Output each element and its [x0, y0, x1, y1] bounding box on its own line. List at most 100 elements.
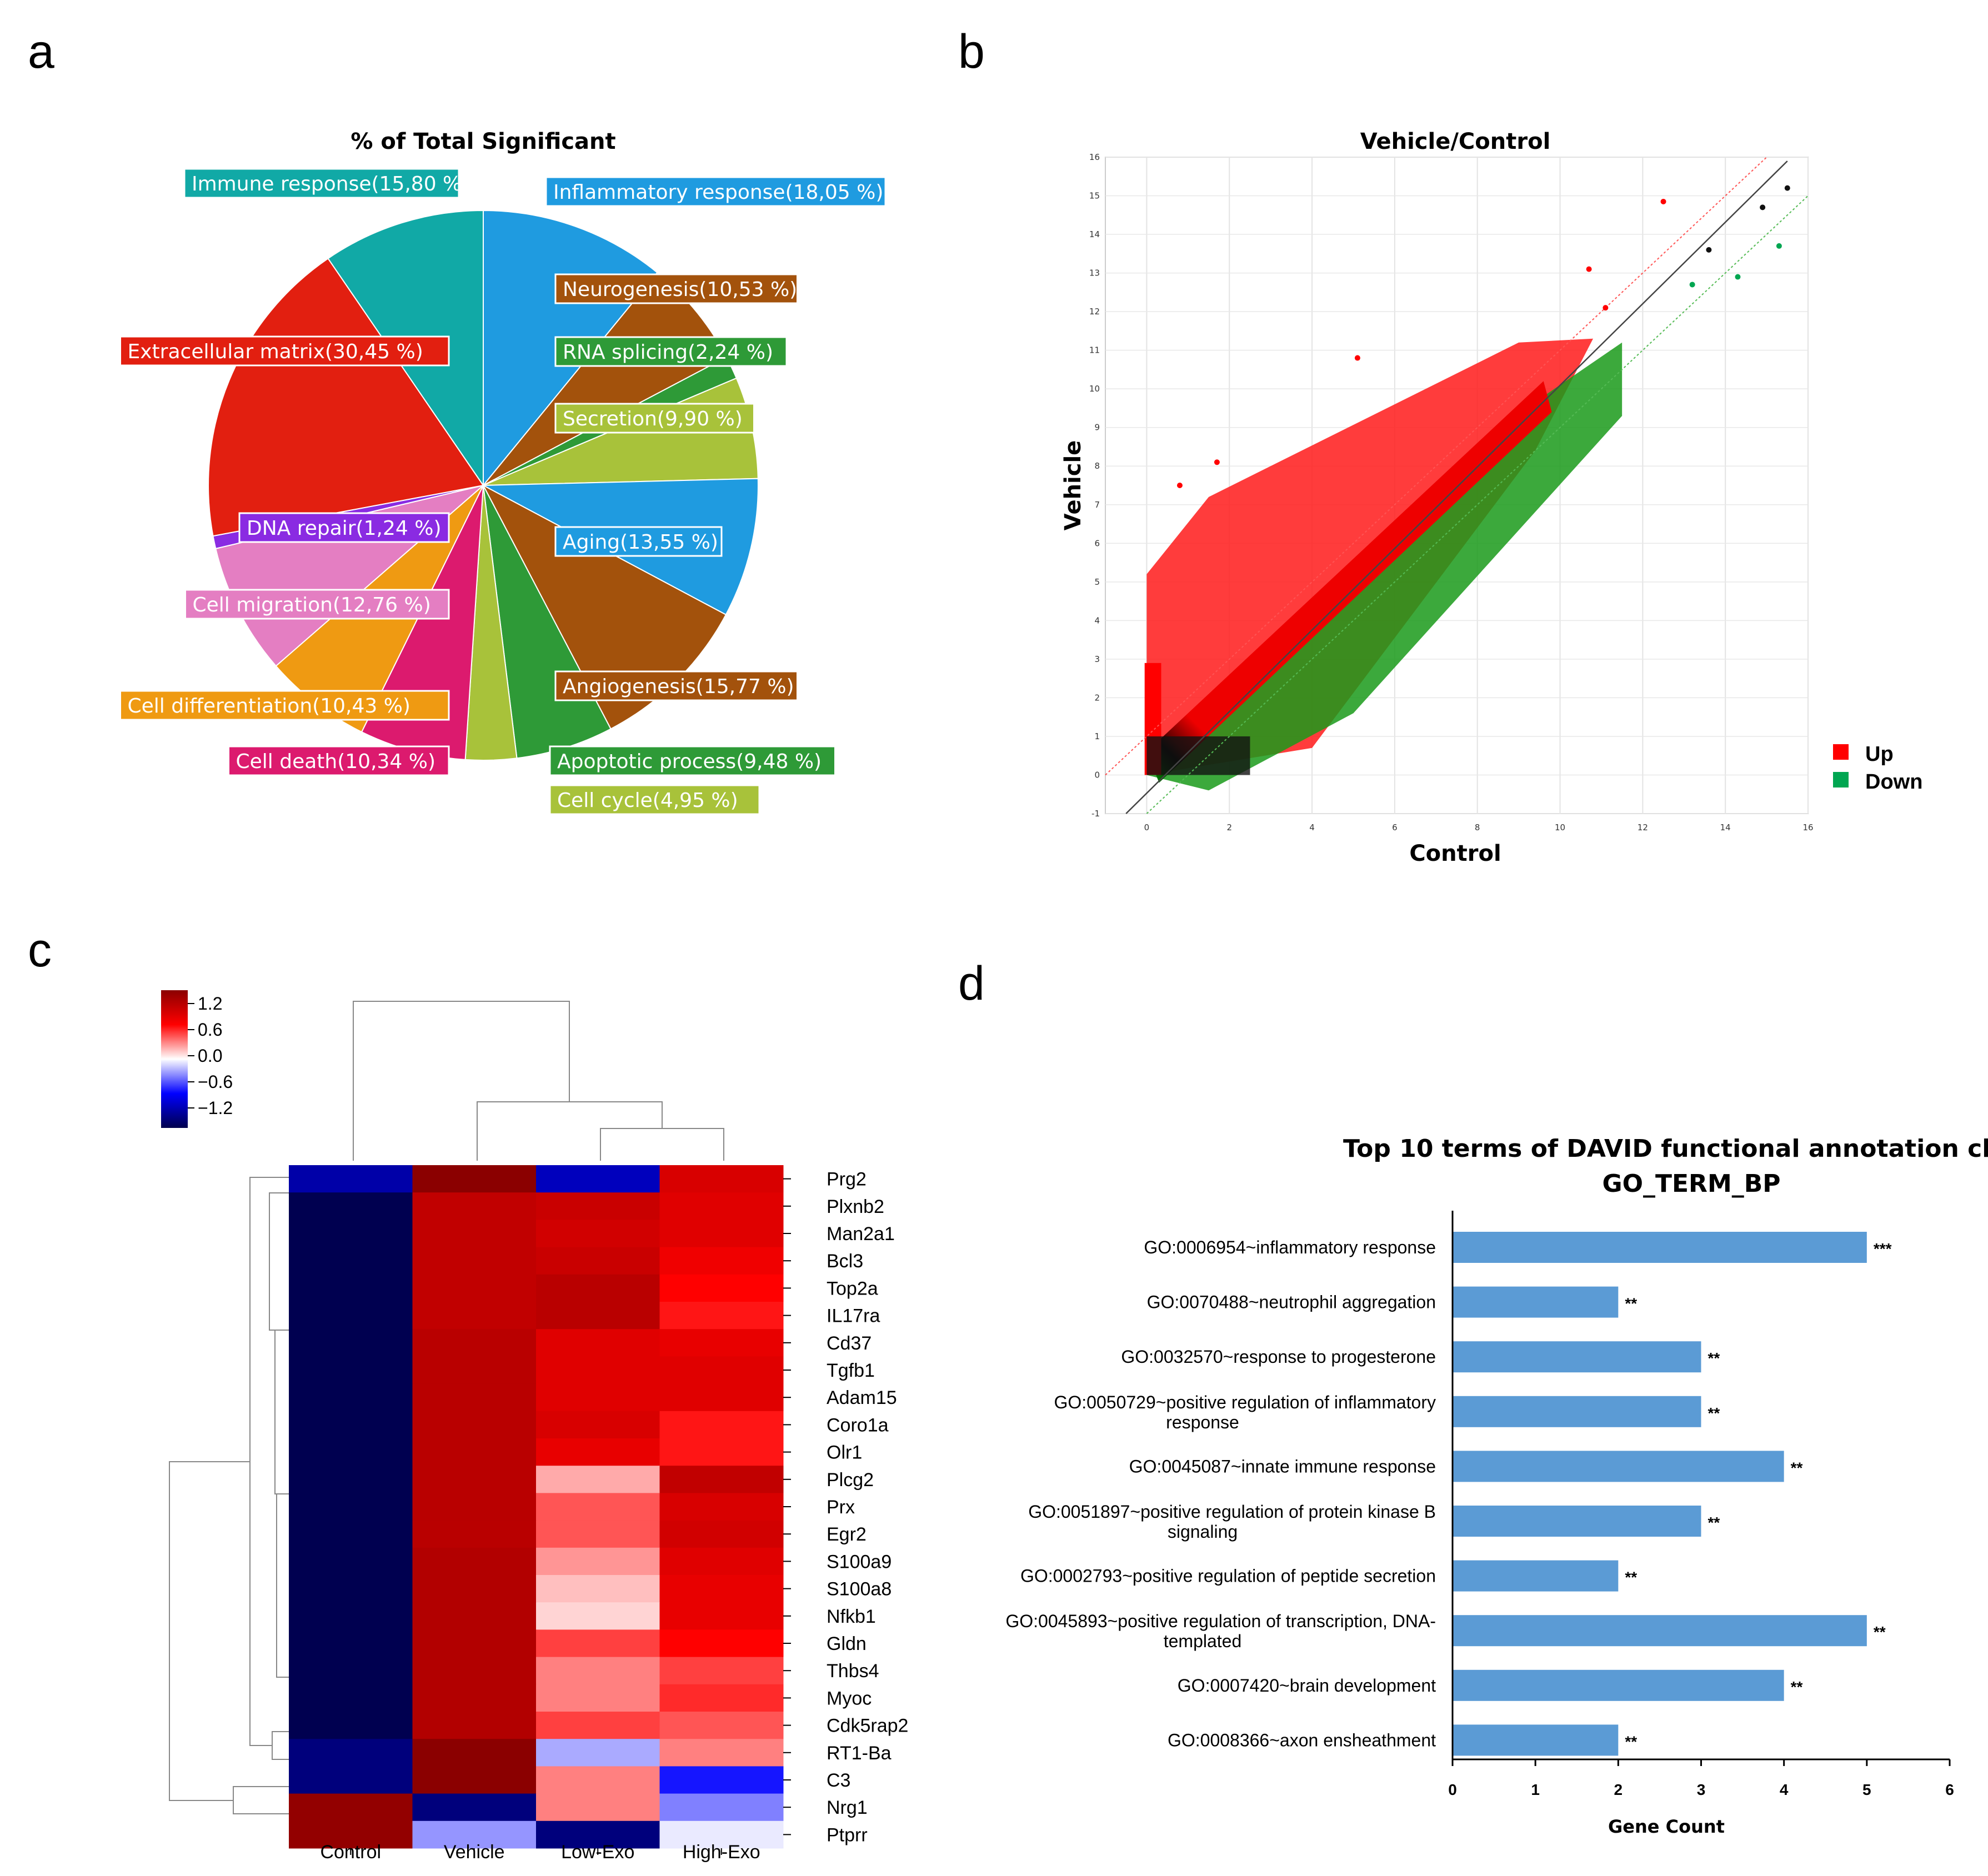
bar-3: [1453, 1341, 1701, 1373]
bar-7: [1453, 1560, 1619, 1592]
scatter-ytick: 13: [1089, 268, 1100, 278]
scatter-xlabel: Control: [1409, 841, 1501, 866]
heatmap-cell-myoc-low-exo: [536, 1684, 660, 1712]
bar-5: [1453, 1451, 1784, 1482]
bar-significance: ***: [1874, 1240, 1892, 1257]
svg-text:Inflammatory response(18,05 %): Inflammatory response(18,05 %): [553, 181, 883, 204]
heatmap-cell-bcl3-control: [289, 1247, 413, 1275]
row-dendro-link-1: [269, 1192, 289, 1331]
scatter-ytick: 10: [1089, 384, 1100, 394]
bar-category-label: GO:0002793~positive regulation of peptid…: [1020, 1566, 1436, 1586]
heatmap-cell-plxnb2-vehicle: [412, 1192, 537, 1220]
heatmap-col-label-control: Control: [320, 1842, 381, 1863]
heatmap-cell-olr1-control: [289, 1438, 413, 1466]
scatter-xtick: 12: [1638, 822, 1648, 832]
heatmap-cell-plxnb2-low-exo: [536, 1192, 660, 1220]
panel-label-c: c: [28, 924, 52, 977]
heatmap-cell-coro1a-vehicle: [412, 1411, 537, 1439]
heatmap-cell-cd37-control: [289, 1329, 413, 1357]
scatter-xtick: 6: [1392, 822, 1398, 832]
scatter-point-up: [1214, 459, 1220, 465]
colorbar-tick-label: −1.2: [198, 1098, 233, 1118]
scatter-point-down: [1776, 243, 1782, 249]
pie-label-cell-death: Cell death(10,34 %): [228, 745, 450, 776]
pie-label-inflammatory-response: Inflammatory response(18,05 %): [545, 176, 887, 207]
panel-label-d: d: [958, 957, 985, 1010]
scatter-ytick: 11: [1089, 345, 1100, 355]
col-dendro-link-control: [353, 1001, 570, 1161]
bar-significance: **: [1708, 1405, 1720, 1422]
heatmap-cell-s100a8-control: [289, 1575, 413, 1603]
svg-text:Cell differentiation(10,43 %): Cell differentiation(10,43 %): [128, 695, 410, 718]
heatmap-cell-adam15-high-exo: [659, 1383, 784, 1412]
heatmap-cell-top2a-high-exo: [659, 1274, 784, 1302]
scatter-xtick: 2: [1226, 822, 1232, 832]
row-dendrogram: [169, 1177, 289, 1814]
bar-significance: **: [1708, 1350, 1720, 1367]
svg-text:Angiogenesis(15,77 %): Angiogenesis(15,77 %): [563, 675, 794, 698]
col-dendro-link-vehicle: [477, 1101, 663, 1161]
heatmap-cell-thbs4-vehicle: [412, 1657, 537, 1685]
bar-6: [1453, 1506, 1701, 1537]
heatmap-row-label-man2a1: Man2a1: [827, 1223, 895, 1245]
scatter-line-yx: [1125, 160, 1788, 814]
scatter-ytick: 1: [1094, 731, 1100, 741]
heatmap-cell-olr1-high-exo: [659, 1438, 784, 1466]
heatmap-cell-il17ra-low-exo: [536, 1302, 660, 1330]
heatmap-cell-cd37-low-exo: [536, 1329, 660, 1357]
scatter-xtick: 14: [1720, 822, 1731, 832]
bar-xtick-label: 0: [1448, 1781, 1457, 1798]
pie-label-angiogenesis: Angiogenesis(15,77 %): [554, 670, 798, 701]
bar-category-label: GO:0045893~positive regulation of transc…: [1005, 1611, 1436, 1631]
heatmap-cell-il17ra-vehicle: [412, 1302, 537, 1330]
heatmap-cell-prg2-low-exo: [536, 1165, 660, 1193]
scatter-ytick: 3: [1094, 654, 1100, 664]
bars: [1453, 1232, 1867, 1756]
pie-label-cell-differentiation: Cell differentiation(10,43 %): [119, 690, 450, 721]
bar-category-label: GO:0007420~brain development: [1178, 1676, 1436, 1696]
heatmap-cell-ptprr-control: [289, 1820, 413, 1849]
heatmap-cell-cdk5rap2-vehicle: [412, 1712, 537, 1739]
heatmap-row-labels: Prg2 Plxnb2 Man2a1 Bcl3 Top2a IL17ra Cd37 Tgfb1…: [783, 1169, 908, 1845]
scatter-ytick: 9: [1094, 423, 1100, 433]
legend-up-label: Up: [1865, 743, 1894, 766]
heatmap-cell-myoc-high-exo: [659, 1684, 784, 1712]
bar-xtick-label: 1: [1531, 1781, 1540, 1798]
heatmap-row-label-prg2: Prg2: [827, 1169, 867, 1190]
heatmap-cell-man2a1-high-exo: [659, 1220, 784, 1248]
scatter-point-down: [1735, 274, 1741, 280]
scatter-xtick: 0: [1144, 822, 1150, 832]
heatmap-cell-nfkb1-high-exo: [659, 1602, 784, 1630]
heatmap-panel: 1.2 0.6 0.0 −0.6 −1.2 Prg2 Plxnb2 Man2a1 Bcl3 To…: [161, 990, 908, 1863]
heatmap-cell-s100a8-low-exo: [536, 1575, 660, 1603]
heatmap-cell-egr2-control: [289, 1520, 413, 1548]
heatmap-cell-ptprr-vehicle: [412, 1820, 537, 1849]
heatmap-cell-thbs4-control: [289, 1657, 413, 1685]
heatmap-cell-ptprr-high-exo: [659, 1820, 784, 1849]
scatter-panel: Vehicle/Control 0 2 4 6 8 10 12 14 16-1012345678…: [1060, 129, 1922, 866]
scatter-xtick: 16: [1802, 822, 1813, 832]
scatter-point-up: [1603, 305, 1609, 311]
scatter-ytick: 7: [1094, 500, 1100, 510]
pie-label-rna-splicing: RNA splicing(2,24 %): [554, 336, 788, 367]
bar-chart-panel: Top 10 terms of DAVID functional annotat…: [1005, 1135, 1988, 1837]
bar-significance: **: [1708, 1514, 1720, 1531]
heatmap-cell-c3-low-exo: [536, 1766, 660, 1794]
heatmap-row-label-olr1: Olr1: [827, 1442, 862, 1463]
heatmap-cell-nrg1-vehicle: [412, 1793, 537, 1822]
heatmap-cell-il17ra-high-exo: [659, 1302, 784, 1330]
heatmap-cell-gldn-vehicle: [412, 1629, 537, 1658]
scatter-point-other: [1784, 185, 1790, 191]
bar-9: [1453, 1669, 1784, 1701]
heatmap-cell-cdk5rap2-low-exo: [536, 1712, 660, 1739]
panel-label-b: b: [958, 25, 985, 78]
heatmap-row-label-coro1a: Coro1a: [827, 1414, 889, 1436]
heatmap-row-label-ptprr: Ptprr: [827, 1824, 868, 1845]
heatmap-cell-cdk5rap2-control: [289, 1712, 413, 1739]
bar-significance: **: [1625, 1569, 1637, 1586]
scatter-ytick: 12: [1089, 307, 1100, 317]
heatmap-cell-c3-high-exo: [659, 1766, 784, 1794]
svg-text:Immune response(15,80 %): Immune response(15,80 %): [192, 173, 469, 195]
scatter-xtick: 10: [1555, 822, 1565, 832]
